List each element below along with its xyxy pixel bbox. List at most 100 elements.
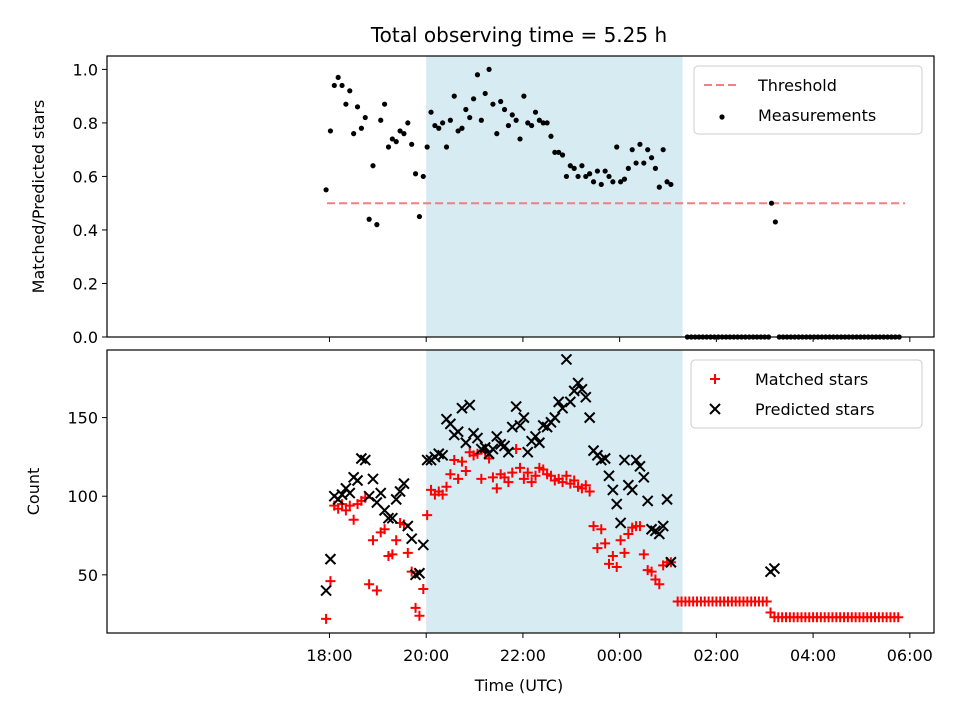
y-tick-label: 0.0 — [73, 328, 98, 347]
matched-stars-point — [371, 585, 382, 596]
matched-stars-point — [515, 462, 526, 473]
measurement-point — [420, 173, 426, 180]
matched-stars-point — [893, 612, 904, 623]
legend-measurement-swatch — [719, 114, 725, 120]
measurement-point — [590, 179, 597, 185]
measurement-point — [351, 131, 357, 137]
measurement-point — [428, 109, 434, 115]
matched-stars-point — [580, 480, 591, 491]
matched-stars-point — [634, 521, 645, 532]
predicted-stars-point — [452, 426, 464, 438]
predicted-stars-point — [344, 487, 356, 499]
matched-stars-point — [437, 489, 448, 500]
measurement-point — [768, 200, 775, 206]
measurement-point — [563, 173, 570, 180]
predicted-stars-point — [599, 452, 611, 465]
predicted-stars-point — [583, 411, 596, 424]
measurement-point — [401, 131, 407, 137]
measurement-point — [532, 109, 539, 115]
predicted-stars-point — [607, 484, 619, 496]
matched-stars-point — [422, 510, 433, 521]
measurement-point — [397, 128, 403, 134]
measurement-point — [583, 173, 589, 180]
measurement-point — [529, 122, 535, 129]
predicted-stars-point — [487, 443, 499, 455]
measurement-point — [579, 163, 585, 169]
measurement-point — [343, 101, 349, 107]
measurement-point — [347, 88, 353, 94]
measurement-point — [389, 136, 395, 142]
measurement-point — [606, 173, 612, 180]
measurement-point — [470, 96, 477, 102]
measurement-point — [637, 141, 643, 147]
x-tick-label: 20:00 — [403, 646, 449, 665]
matched-stars-point — [526, 477, 537, 488]
matched-stars-point — [418, 583, 429, 594]
measurement-point — [614, 144, 620, 150]
measurement-point — [521, 93, 527, 99]
measurement-point — [513, 117, 519, 123]
measurement-point — [544, 120, 550, 126]
matched-stars-point — [638, 549, 649, 560]
predicted-stars-point — [502, 446, 515, 458]
matched-stars-point — [460, 466, 471, 477]
measurement-point — [436, 125, 442, 131]
matched-stars-point — [507, 467, 518, 478]
series-matched-stars — [321, 444, 904, 624]
y-tick-label: 1.0 — [73, 60, 98, 79]
predicted-stars-point — [382, 512, 395, 524]
measurement-point — [331, 82, 337, 89]
measurement-point — [358, 125, 364, 131]
measurement-point — [455, 128, 461, 134]
predicted-stars-point — [638, 471, 650, 484]
predicted-stars-point — [367, 473, 379, 485]
measurement-point — [559, 152, 566, 158]
matched-stars-point — [522, 467, 533, 478]
predicted-stars-point — [657, 520, 669, 532]
legend-threshold-label: Threshold — [757, 76, 837, 95]
matched-stars-point — [503, 477, 514, 488]
matched-stars-point — [611, 561, 622, 572]
measurement-point — [327, 128, 334, 134]
measurement-point — [610, 179, 616, 185]
x-axis-label: Time (UTC) — [474, 676, 563, 695]
measurement-point — [378, 117, 384, 123]
predicted-stars-point — [533, 437, 546, 449]
matched-stars-point — [441, 481, 452, 492]
measurement-point — [552, 149, 558, 155]
measurement-point — [412, 171, 419, 177]
predicted-stars-point — [359, 454, 371, 466]
predicted-stars-point — [436, 449, 449, 462]
predicted-stars-point — [614, 517, 627, 529]
measurement-point — [494, 131, 500, 137]
measurement-point — [443, 144, 450, 150]
measurement-point — [451, 93, 457, 99]
y-tick-label: 0.2 — [73, 274, 98, 293]
measurement-point — [505, 122, 512, 129]
measurement-point — [587, 171, 593, 177]
measurement-point — [385, 144, 392, 150]
measurement-point — [424, 144, 430, 150]
measurement-point — [323, 187, 329, 193]
predicted-stars-point — [580, 391, 592, 403]
matched-stars-point — [530, 470, 541, 481]
predicted-stars-point — [618, 454, 631, 466]
predicted-stars-point — [510, 400, 522, 413]
axes-frame — [106, 349, 935, 634]
measurement-point — [525, 120, 531, 126]
measurement-point — [598, 181, 604, 188]
predicted-stars-point — [375, 487, 387, 499]
matched-stars-point — [569, 475, 580, 486]
measurement-point — [536, 117, 542, 123]
matched-stars-point — [344, 500, 355, 511]
measurement-point — [668, 181, 674, 188]
predicted-stars-point — [402, 520, 414, 532]
measurement-point — [362, 114, 368, 121]
legend-predicted-label: Predicted stars — [755, 400, 875, 419]
matched-stars-point — [321, 613, 332, 624]
predicted-stars-point — [768, 562, 781, 575]
measurement-point — [629, 147, 635, 153]
measurement-point — [548, 133, 554, 139]
matched-stars-point — [456, 456, 467, 467]
measurement-point — [474, 72, 481, 78]
